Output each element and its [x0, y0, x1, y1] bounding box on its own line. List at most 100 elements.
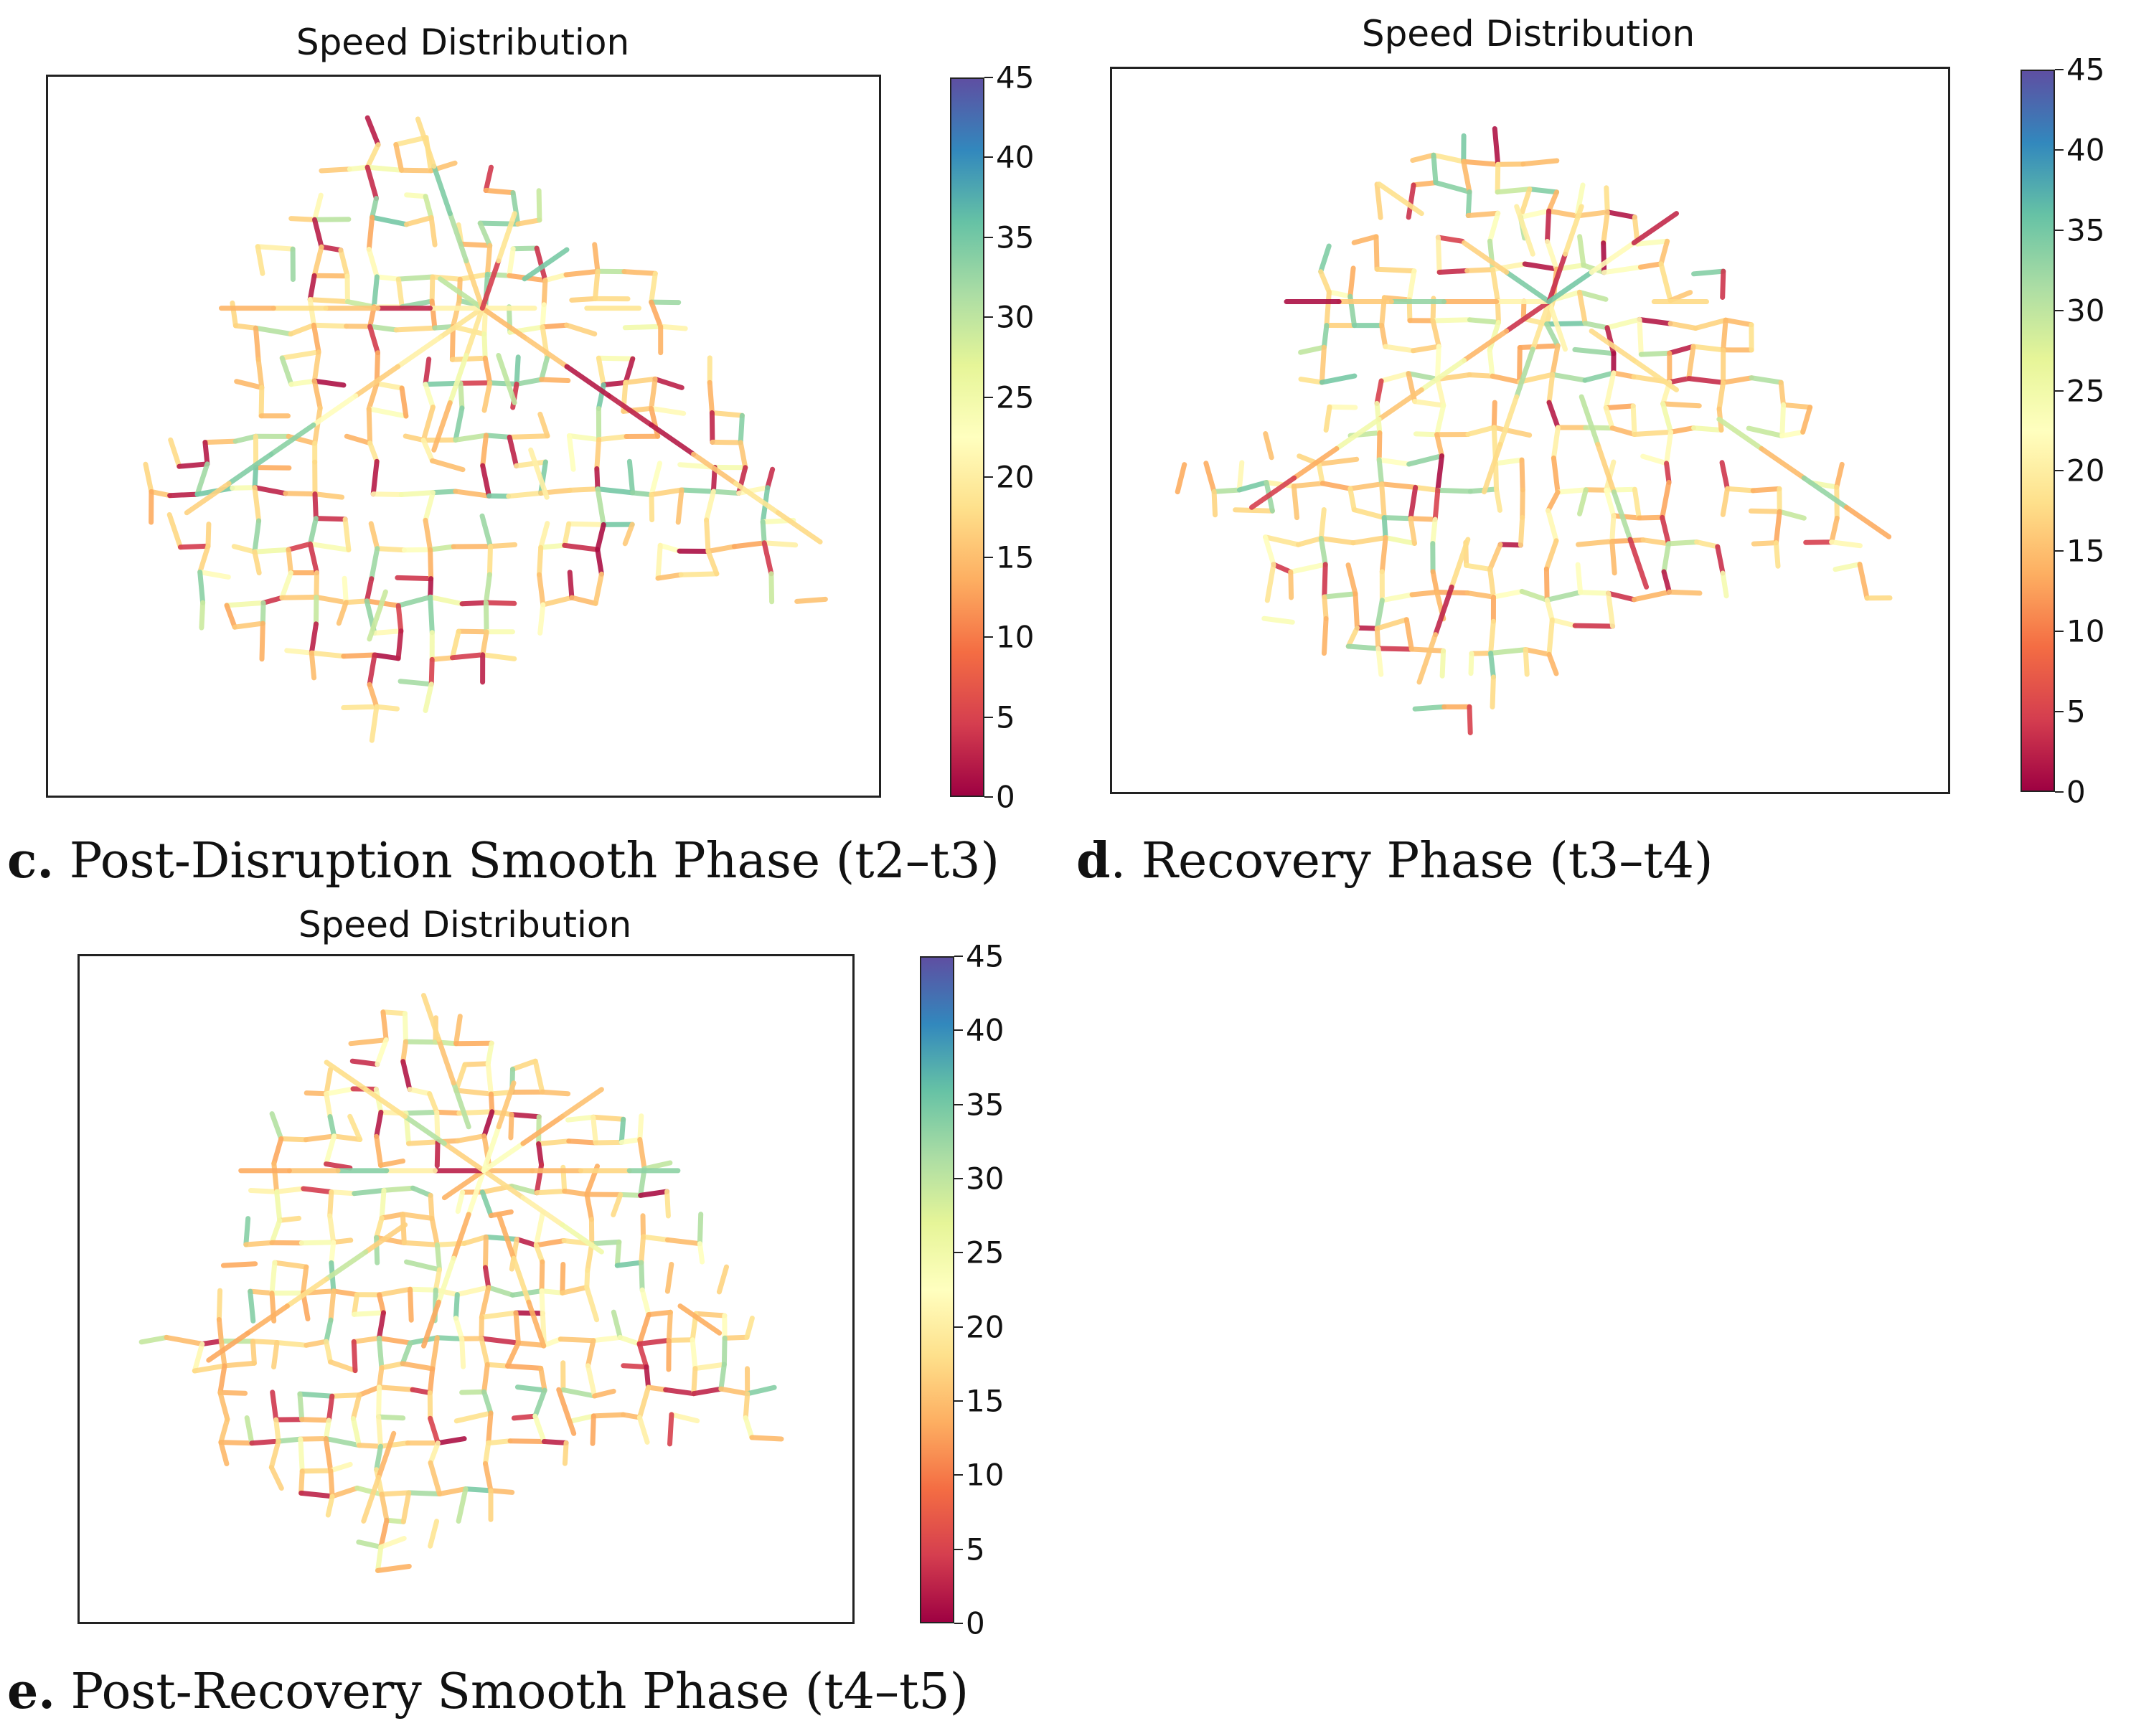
- road-segment: [1410, 152, 1436, 163]
- road-segment: [304, 1339, 329, 1348]
- road-segment: [403, 1113, 447, 1146]
- colorbar-tick: [984, 236, 993, 238]
- road-segment: [536, 1138, 572, 1146]
- road-segment: [641, 1160, 673, 1171]
- road-segment: [328, 1468, 335, 1499]
- road-segment: [329, 1189, 357, 1197]
- road-segment: [658, 324, 688, 331]
- road-segment: [1637, 316, 1644, 357]
- road-segment: [367, 652, 377, 687]
- road-segment: [400, 1361, 436, 1372]
- road-segment: [542, 1336, 563, 1348]
- road-segment: [731, 540, 767, 549]
- road-segment: [483, 1265, 491, 1291]
- colorbar-tick: [984, 716, 993, 718]
- road-segment: [563, 268, 601, 278]
- road-segment: [1606, 590, 1616, 629]
- road-segment: [592, 1388, 616, 1399]
- road-segment: [1347, 481, 1385, 491]
- road-segment: [761, 540, 774, 577]
- colorbar-tick: [984, 156, 993, 159]
- colorbar-tick-label: 15: [2066, 533, 2105, 569]
- road-segment: [379, 1361, 405, 1371]
- road-segment: [226, 451, 274, 486]
- road-segment: [1487, 347, 1495, 379]
- road-segment: [352, 1292, 359, 1317]
- road-segment: [342, 575, 349, 605]
- road-segment: [430, 458, 466, 473]
- road-segment: [675, 487, 685, 525]
- road-segment: [279, 355, 294, 387]
- road-segment: [323, 1436, 362, 1448]
- road-segment: [539, 355, 550, 382]
- road-segment: [1291, 481, 1325, 489]
- colorbar-tick-label: 20: [996, 459, 1035, 495]
- colorbar-tick: [984, 396, 993, 398]
- road-segment: [1316, 456, 1360, 467]
- road-segment: [564, 322, 598, 336]
- road-segment: [1546, 617, 1555, 657]
- road-segment: [479, 1314, 484, 1341]
- road-segment: [744, 1316, 755, 1340]
- road-segment: [1576, 289, 1609, 302]
- chart-title: Speed Distribution: [296, 22, 630, 63]
- colorbar-tick-label: 40: [2066, 132, 2105, 168]
- road-segment: [450, 652, 486, 661]
- road-segment: [679, 487, 716, 494]
- road-segment: [450, 628, 461, 661]
- road-segment: [1801, 475, 1849, 510]
- road-segment: [420, 438, 435, 463]
- road-segment: [479, 1336, 490, 1367]
- road-segment: [1582, 321, 1610, 331]
- road-segment: [343, 598, 370, 605]
- road-segment: [1491, 425, 1533, 438]
- road-segment: [509, 1184, 540, 1196]
- road-segment: [248, 1288, 256, 1324]
- road-segment: [328, 1461, 353, 1473]
- road-segment: [1430, 569, 1440, 595]
- road-segment: [1666, 539, 1700, 547]
- road-segment: [1433, 180, 1472, 194]
- road-segment: [1491, 400, 1497, 430]
- road-segment: [352, 1187, 387, 1197]
- road-segment: [707, 379, 715, 415]
- road-segment: [1550, 343, 1561, 377]
- road-segment: [1316, 461, 1325, 486]
- road-segment: [1833, 562, 1863, 572]
- road-segment: [369, 704, 380, 743]
- road-segment: [1350, 535, 1388, 546]
- road-segment: [1658, 261, 1673, 303]
- caption-text: . Recovery Phase (t3–t4): [1110, 833, 1713, 890]
- road-segment: [569, 595, 598, 606]
- road-segment: [1530, 299, 1552, 352]
- road-segment: [368, 521, 380, 552]
- road-segment: [428, 1440, 441, 1466]
- road-segment: [311, 349, 321, 384]
- road-segment: [1664, 429, 1674, 466]
- road-segment: [1517, 372, 1556, 385]
- road-segment: [423, 681, 434, 713]
- road-segment: [268, 423, 316, 457]
- road-segment: [507, 434, 519, 468]
- road-segment: [249, 1438, 281, 1446]
- road-segment: [1351, 234, 1379, 245]
- road-segment: [1667, 344, 1696, 356]
- road-segment: [453, 489, 491, 499]
- road-segment: [1595, 441, 1617, 495]
- road-segment: [434, 1139, 441, 1169]
- road-segment: [379, 1212, 405, 1221]
- road-segment: [566, 1138, 598, 1146]
- road-segment: [1434, 344, 1441, 382]
- road-segment: [511, 1255, 532, 1305]
- colorbar-tick: [984, 316, 993, 319]
- road-segment: [423, 382, 436, 410]
- road-segment: [297, 1391, 305, 1423]
- road-segment: [641, 1234, 670, 1242]
- road-segment: [1627, 537, 1650, 590]
- road-segment: [455, 1133, 487, 1143]
- road-segment: [323, 1417, 331, 1441]
- colorbar-tick: [954, 1252, 963, 1254]
- road-segment: [269, 1111, 284, 1141]
- road-segment: [536, 188, 542, 223]
- road-segment: [199, 1339, 224, 1346]
